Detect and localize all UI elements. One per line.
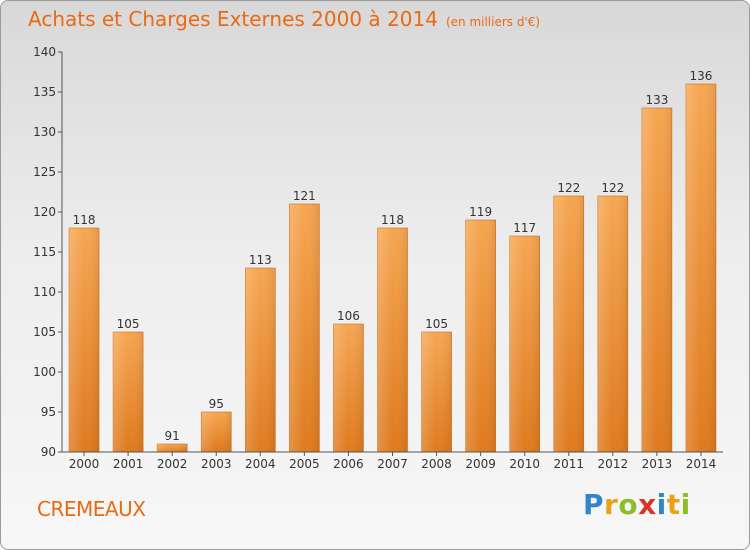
bar-value-label: 122 [601, 181, 624, 195]
y-tick-label: 110 [33, 285, 56, 299]
x-tick-label: 2012 [598, 457, 629, 471]
bar-value-label: 136 [690, 69, 713, 83]
y-tick-label: 90 [41, 445, 56, 459]
title-text: Achats et Charges Externes 2000 à 2014 [28, 7, 438, 31]
bar-shine [641, 108, 672, 452]
bar-shine [289, 204, 320, 452]
y-tick-label: 95 [41, 405, 56, 419]
logo-letter: x [638, 488, 657, 521]
y-tick-label: 100 [33, 365, 56, 379]
bar-value-label: 113 [249, 253, 272, 267]
bar-shine [157, 444, 188, 452]
x-tick-label: 2001 [113, 457, 144, 471]
proxiti-logo: Proxiti [583, 488, 691, 521]
x-tick-label: 2002 [157, 457, 188, 471]
bar-value-label: 117 [513, 221, 536, 235]
x-tick-label: 2010 [509, 457, 540, 471]
bar-value-label: 122 [557, 181, 580, 195]
bar-value-label: 118 [73, 213, 96, 227]
x-tick-label: 2005 [289, 457, 320, 471]
bar-value-label: 91 [165, 429, 180, 443]
y-tick-label: 105 [33, 325, 56, 339]
logo-letter: P [583, 488, 605, 521]
logo-letter: r [604, 488, 619, 521]
bar-value-label: 121 [293, 189, 316, 203]
title-unit: (en milliers d'€) [445, 15, 541, 29]
bars-group: 118 105 91 95 113 121 106 118 105 119 117 122 122 133… [68, 69, 717, 453]
x-tick-label: 2003 [201, 457, 232, 471]
y-tick-label: 130 [33, 125, 56, 139]
bar-shine [201, 412, 232, 452]
y-tick-label: 120 [33, 205, 56, 219]
bar-shine [465, 220, 496, 452]
bar-shine [553, 196, 584, 452]
bar-value-label: 105 [117, 317, 140, 331]
chart-title: Achats et Charges Externes 2000 à 2014 (e… [28, 7, 540, 31]
bar-shine [333, 324, 364, 452]
x-tick-label: 2009 [465, 457, 496, 471]
logo-letter: i [680, 488, 691, 521]
y-tick-label: 115 [33, 245, 56, 259]
logo-letter: o [618, 488, 639, 521]
y-tick-label: 125 [33, 165, 56, 179]
bar-shine [421, 332, 452, 452]
bar-shine [245, 268, 276, 452]
x-tick-label: 2014 [686, 457, 717, 471]
x-tick-label: 2000 [69, 457, 100, 471]
x-tick-label: 2013 [642, 457, 673, 471]
bar-value-label: 105 [425, 317, 448, 331]
x-tick-label: 2011 [553, 457, 584, 471]
y-tick-label: 135 [33, 85, 56, 99]
y-tick-label: 140 [33, 45, 56, 59]
bar-shine [597, 196, 628, 452]
commune-name: CREMEAUX [37, 497, 146, 521]
bar-value-label: 95 [209, 397, 224, 411]
logo-letter: i [656, 488, 667, 521]
x-tick-label: 2004 [245, 457, 276, 471]
x-tick-label: 2008 [421, 457, 452, 471]
bar-shine [509, 236, 540, 452]
bar-value-label: 106 [337, 309, 360, 323]
axes-group: 90 95 100 105 110 115 120 125 130 135 140 2000 2001 2… [33, 45, 723, 471]
x-tick-label: 2006 [333, 457, 364, 471]
bar-shine [113, 332, 144, 452]
bar-value-label: 118 [381, 213, 404, 227]
bar-value-label: 133 [645, 93, 668, 107]
bar-shine [685, 84, 716, 452]
x-tick-label: 2007 [377, 457, 408, 471]
bar-value-label: 119 [469, 205, 492, 219]
bar-shine [69, 228, 100, 452]
bar-shine [377, 228, 408, 452]
logo-letter: t [666, 488, 681, 521]
